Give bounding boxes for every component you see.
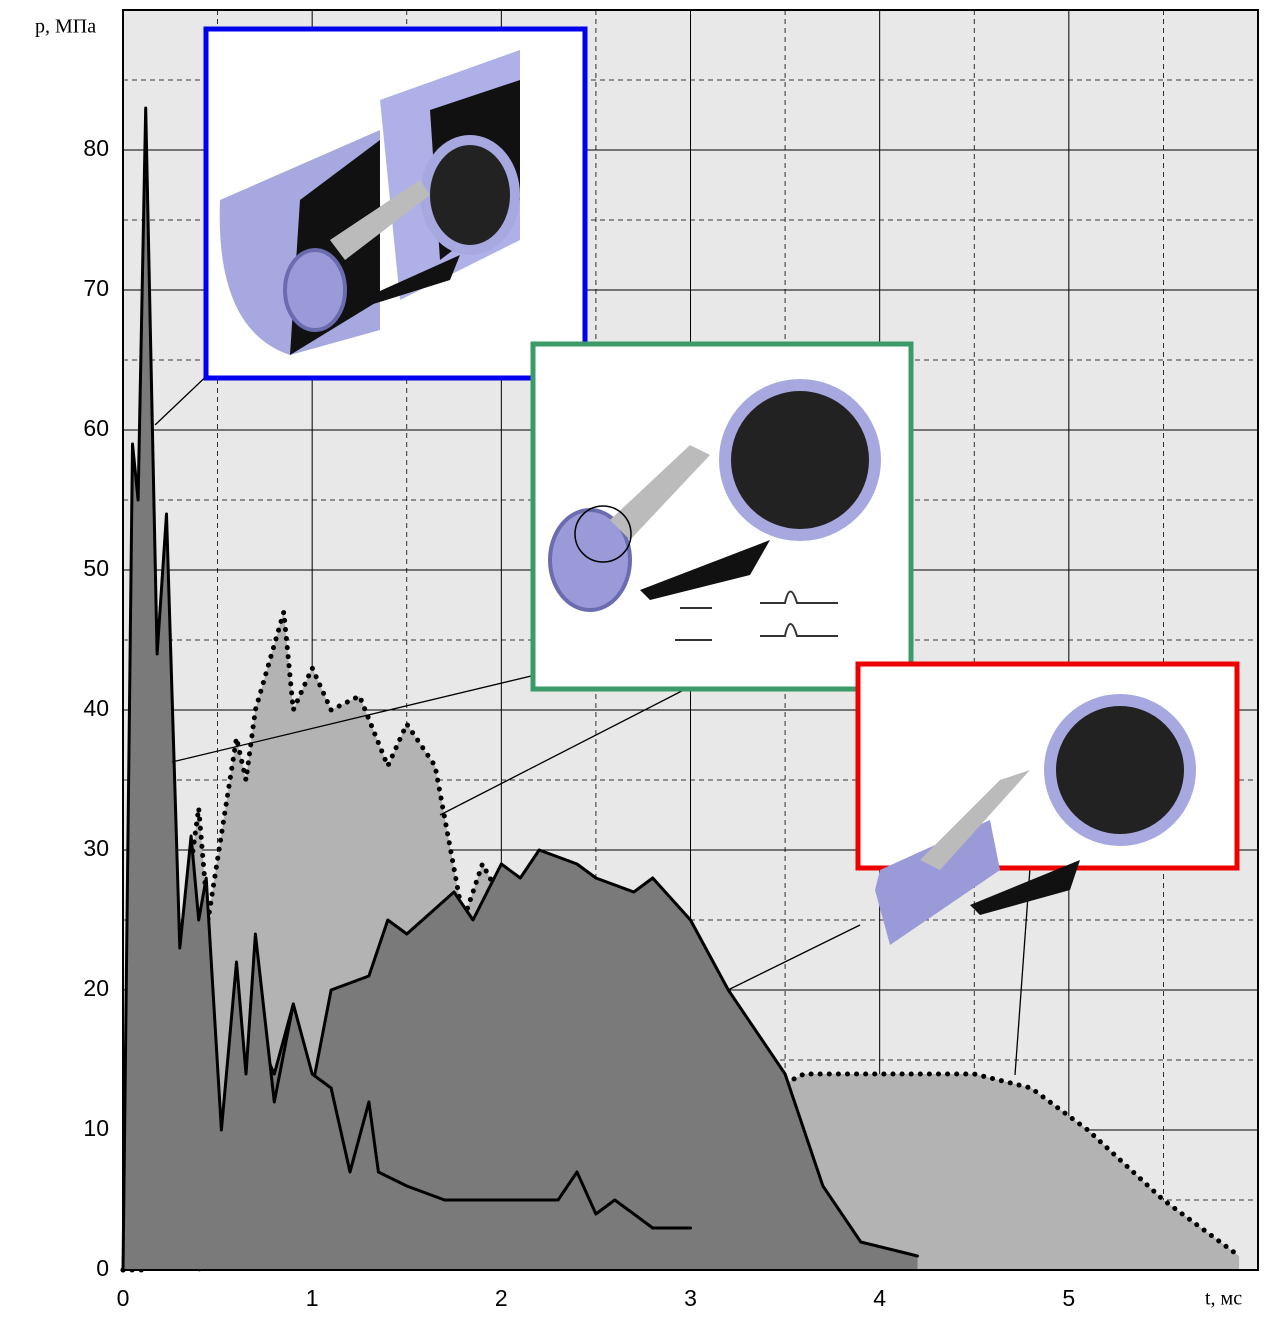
y-tick-label: 50 xyxy=(83,555,109,581)
x-tick-label: 1 xyxy=(306,1285,319,1311)
inset-green xyxy=(533,344,911,689)
y-tick-label: 80 xyxy=(83,135,109,161)
y-tick-label: 10 xyxy=(83,1115,109,1141)
x-tick-label: 2 xyxy=(495,1285,508,1311)
x-tick-label: 5 xyxy=(1062,1285,1075,1311)
y-axis-label: p, МПа xyxy=(35,16,96,38)
y-tick-label: 30 xyxy=(83,835,109,861)
x-tick-label: 3 xyxy=(684,1285,697,1311)
x-tick-label: 4 xyxy=(873,1285,886,1311)
x-tick-label: 0 xyxy=(117,1285,130,1311)
chart: 0 10 20 30 40 50 60 70 80 0 1 2 3 4 5 xyxy=(0,0,1264,1322)
y-tick-label: 0 xyxy=(96,1255,109,1281)
inset-blue xyxy=(206,29,585,378)
y-tick-label: 70 xyxy=(83,275,109,301)
y-tick-label: 20 xyxy=(83,975,109,1001)
x-axis-label: t, мс xyxy=(1205,1288,1242,1310)
y-tick-label: 40 xyxy=(83,695,109,721)
y-tick-label: 60 xyxy=(83,415,109,441)
